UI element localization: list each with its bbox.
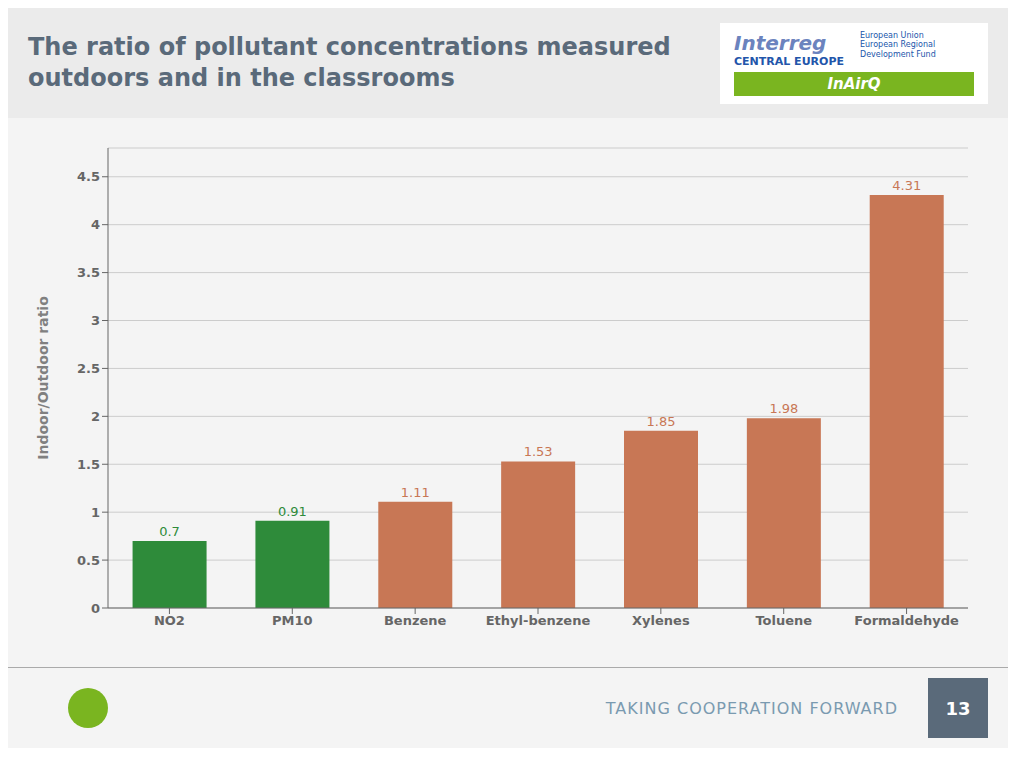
svg-text:1.85: 1.85 xyxy=(647,414,676,429)
svg-text:Ethyl-benzene: Ethyl-benzene xyxy=(486,613,591,628)
svg-text:Toluene: Toluene xyxy=(755,613,812,628)
html-text:InAirQ: InAirQ xyxy=(827,74,881,93)
html-text:TAKING COOPERATION FORWARD: TAKING COOPERATION FORWARD xyxy=(605,698,898,718)
html-text:outdoors and in the classrooms: outdoors and in the classrooms xyxy=(28,64,455,92)
svg-text:Benzene: Benzene xyxy=(384,613,447,628)
svg-text:Formaldehyde: Formaldehyde xyxy=(854,613,959,628)
html-text:The ratio of pollutant concent: The ratio of pollutant concentrations me… xyxy=(28,32,671,61)
svg-text:3: 3 xyxy=(91,313,100,328)
html-text:Interreg: Interreg xyxy=(734,30,827,55)
svg-text:1.53: 1.53 xyxy=(524,444,553,459)
svg-text:1.11: 1.11 xyxy=(401,485,430,500)
svg-text:0.7: 0.7 xyxy=(159,524,180,539)
svg-text:4.5: 4.5 xyxy=(77,169,100,184)
svg-text:0.91: 0.91 xyxy=(278,504,307,519)
html-text:CENTRAL EUROPE: CENTRAL EUROPE xyxy=(734,54,844,68)
svg-text:PM10: PM10 xyxy=(272,613,313,628)
svg-text:4.31: 4.31 xyxy=(892,178,921,193)
svg-text:Xylenes: Xylenes xyxy=(632,613,690,628)
svg-text:1: 1 xyxy=(91,505,100,520)
svg-text:Indoor/Outdoor ratio: Indoor/Outdoor ratio xyxy=(35,296,51,460)
svg-text:NO2: NO2 xyxy=(154,613,185,628)
svg-text:4: 4 xyxy=(91,217,100,232)
html-text:European Union European Region: European Union European Regional Develop… xyxy=(860,30,936,59)
svg-text:0: 0 xyxy=(91,601,100,616)
svg-text:1.98: 1.98 xyxy=(769,401,798,416)
svg-text:0.5: 0.5 xyxy=(77,553,100,568)
html-text:13: 13 xyxy=(945,697,971,719)
svg-text:3.5: 3.5 xyxy=(77,265,100,280)
svg-text:2: 2 xyxy=(91,409,100,424)
svg-text:2.5: 2.5 xyxy=(77,361,100,376)
svg-text:1.5: 1.5 xyxy=(77,457,100,472)
